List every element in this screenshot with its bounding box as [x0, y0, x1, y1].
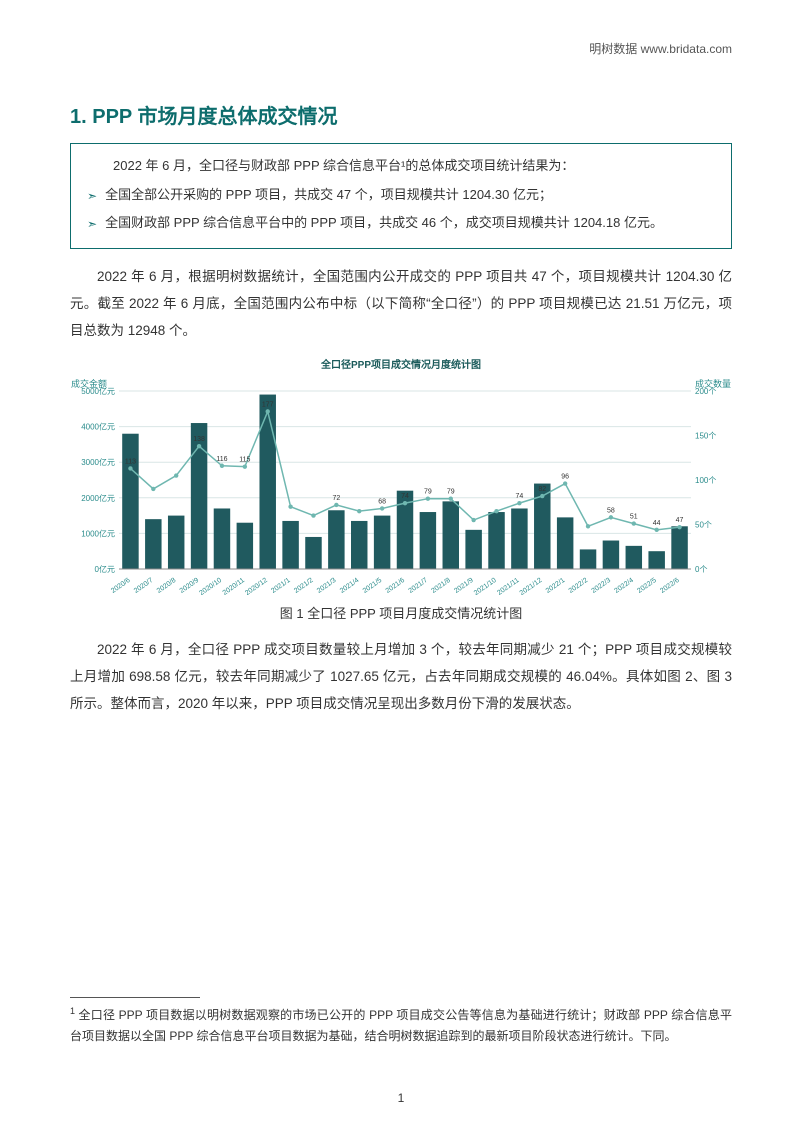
- svg-text:2022/4: 2022/4: [613, 577, 635, 595]
- paragraph-2: 2022 年 6 月，全口径 PPP 成交项目数量较上月增加 3 个，较去年同期…: [70, 636, 732, 717]
- svg-text:96: 96: [561, 474, 569, 481]
- svg-text:74: 74: [401, 493, 409, 500]
- bullet-icon: ➣: [87, 185, 97, 208]
- svg-text:138: 138: [193, 436, 205, 443]
- svg-text:2022/6: 2022/6: [659, 577, 681, 595]
- svg-text:115: 115: [239, 457, 250, 464]
- svg-text:3000亿元: 3000亿元: [81, 457, 115, 467]
- svg-text:2020/9: 2020/9: [179, 577, 201, 595]
- svg-text:2022/5: 2022/5: [636, 577, 658, 595]
- svg-text:2021/5: 2021/5: [362, 577, 384, 595]
- summary-lead: 2022 年 6 月，全口径与财政部 PPP 综合信息平台¹的总体成交项目统计结…: [87, 154, 715, 179]
- bullet-icon: ➣: [87, 213, 97, 236]
- svg-text:2020/11: 2020/11: [222, 577, 246, 595]
- svg-text:177: 177: [262, 402, 274, 409]
- svg-text:2021/4: 2021/4: [339, 577, 361, 595]
- svg-text:150个: 150个: [695, 432, 716, 441]
- figure-1-caption: 图 1 全口径 PPP 项目月度成交情况统计图: [70, 603, 732, 622]
- figure-1: 全口径PPP项目成交情况月度统计图 成交金额 成交数量 0亿元1000亿元200…: [70, 356, 732, 622]
- svg-text:2021/1: 2021/1: [270, 577, 292, 595]
- svg-text:44: 44: [653, 520, 661, 527]
- right-axis-title: 成交数量: [695, 377, 731, 390]
- svg-text:1000亿元: 1000亿元: [81, 529, 115, 539]
- svg-text:2020/7: 2020/7: [133, 577, 155, 595]
- svg-text:2021/12: 2021/12: [519, 577, 544, 595]
- summary-bullet: ➣ 全国全部公开采购的 PPP 项目，共成交 47 个，项目规模共计 1204.…: [87, 183, 715, 208]
- footnote-1: 1 全口径 PPP 项目数据以明树数据观察的市场已公开的 PPP 项目成交公告等…: [70, 1004, 732, 1046]
- footnote-separator: [70, 997, 200, 998]
- svg-text:2021/11: 2021/11: [496, 577, 520, 595]
- summary-box: 2022 年 6 月，全口径与财政部 PPP 综合信息平台¹的总体成交项目统计结…: [70, 143, 732, 249]
- svg-text:100个: 100个: [695, 476, 716, 485]
- svg-text:72: 72: [332, 495, 340, 502]
- svg-text:0亿元: 0亿元: [95, 564, 115, 574]
- chart-canvas: 成交金额 成交数量 0亿元1000亿元2000亿元3000亿元4000亿元500…: [71, 375, 731, 595]
- svg-text:2021/7: 2021/7: [407, 577, 429, 595]
- svg-text:113: 113: [125, 459, 136, 466]
- svg-text:51: 51: [630, 514, 638, 521]
- svg-text:2021/2: 2021/2: [293, 577, 315, 595]
- chart-title: 全口径PPP项目成交情况月度统计图: [70, 356, 732, 371]
- svg-text:2022/1: 2022/1: [545, 577, 567, 595]
- svg-text:116: 116: [216, 456, 227, 463]
- summary-bullet-text: 全国财政部 PPP 综合信息平台中的 PPP 项目，共成交 46 个，成交项目规…: [105, 211, 715, 236]
- page: 明树数据 www.bridata.com 1. PPP 市场月度总体成交情况 2…: [0, 0, 802, 1133]
- paragraph-1: 2022 年 6 月，根据明树数据统计，全国范围内公开成交的 PPP 项目共 4…: [70, 263, 732, 344]
- svg-text:2020/8: 2020/8: [156, 577, 178, 595]
- svg-text:2020/10: 2020/10: [198, 577, 223, 595]
- svg-text:2022/2: 2022/2: [568, 577, 590, 595]
- svg-text:82: 82: [538, 486, 546, 493]
- svg-text:2021/10: 2021/10: [473, 577, 498, 595]
- svg-text:2021/3: 2021/3: [316, 577, 338, 595]
- svg-text:2021/6: 2021/6: [385, 577, 407, 595]
- left-axis-title: 成交金额: [71, 377, 107, 390]
- svg-text:2021/9: 2021/9: [453, 577, 475, 595]
- svg-text:4000亿元: 4000亿元: [81, 422, 115, 432]
- section-heading: 1. PPP 市场月度总体成交情况: [70, 100, 732, 129]
- svg-text:2020/12: 2020/12: [244, 577, 269, 595]
- summary-bullet: ➣ 全国财政部 PPP 综合信息平台中的 PPP 项目，共成交 46 个，成交项…: [87, 211, 715, 236]
- svg-text:79: 79: [447, 489, 455, 496]
- summary-bullet-text: 全国全部公开采购的 PPP 项目，共成交 47 个，项目规模共计 1204.30…: [105, 183, 715, 208]
- svg-text:50个: 50个: [695, 521, 712, 530]
- svg-text:47: 47: [676, 517, 684, 524]
- svg-text:58: 58: [607, 508, 615, 515]
- svg-text:74: 74: [516, 493, 524, 500]
- svg-text:0个: 0个: [695, 565, 707, 574]
- svg-text:2021/8: 2021/8: [430, 577, 452, 595]
- chart-svg: 0亿元1000亿元2000亿元3000亿元4000亿元5000亿元0个50个10…: [71, 375, 731, 595]
- footnote-text: 全口径 PPP 项目数据以明树数据观察的市场已公开的 PPP 项目成交公告等信息…: [70, 1008, 732, 1042]
- svg-text:2020/6: 2020/6: [110, 577, 132, 595]
- header-brand: 明树数据 www.bridata.com: [589, 40, 732, 57]
- page-number: 1: [0, 1091, 802, 1105]
- svg-text:79: 79: [424, 489, 432, 496]
- svg-text:68: 68: [378, 499, 386, 506]
- svg-text:2022/3: 2022/3: [591, 577, 613, 595]
- svg-text:2000亿元: 2000亿元: [81, 493, 115, 503]
